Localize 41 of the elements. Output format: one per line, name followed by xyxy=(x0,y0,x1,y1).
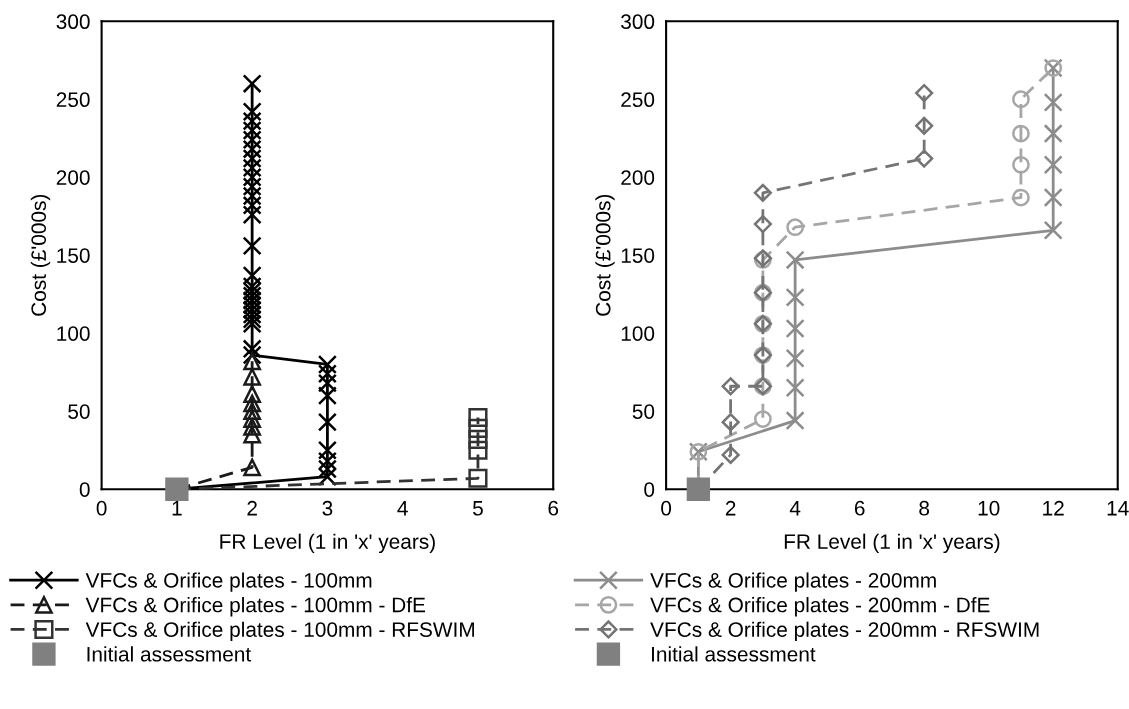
y-tick-label: 50 xyxy=(68,404,90,419)
y-axis-title: Cost (£'000s) xyxy=(30,194,51,316)
legend-label: VFCs & Orifice plates - 200mm - RFSWIM xyxy=(650,621,1039,642)
y-tick-label: 300 xyxy=(56,14,90,30)
y-tick-label: 150 xyxy=(57,248,90,263)
x-tick-label: 2 xyxy=(725,500,736,516)
x-tick-label: 1 xyxy=(172,501,182,516)
y-tick-label: 200 xyxy=(621,170,655,185)
legend-label: Initial assessment xyxy=(87,646,252,662)
y-tick-label: 50 xyxy=(632,404,655,419)
legend-label: VFCs & Orifice plates - 100mm - DfE xyxy=(85,597,426,617)
x-tick-label: 0 xyxy=(96,500,107,516)
legend-label: VFCs & Orifice plates - 100mm xyxy=(85,572,372,592)
y-tick-label: 150 xyxy=(621,248,655,263)
legend-label: Initial assessment xyxy=(652,646,816,662)
x-axis-title: FR Level (1 in 'x' years) xyxy=(220,533,435,554)
x-tick-label: 8 xyxy=(919,500,930,516)
x-tick-label: 6 xyxy=(548,500,559,516)
x-axis-title: FR Level (1 in 'x' years) xyxy=(784,533,1000,554)
y-tick-label: 300 xyxy=(621,14,655,30)
y-tick-label: 100 xyxy=(57,326,90,341)
y-tick-label: 0 xyxy=(79,482,90,497)
x-tick-label: 3 xyxy=(322,500,333,516)
y-tick-label: 200 xyxy=(56,170,90,185)
y-axis-title: Cost (£'000s) xyxy=(595,194,615,316)
legend-label: VFCs & Orifice plates - 100mm - RFSWIM xyxy=(85,621,474,642)
x-tick-label: 10 xyxy=(978,500,1000,516)
y-tick-label: 250 xyxy=(621,92,655,108)
x-tick-label: 5 xyxy=(472,501,483,516)
x-tick-label: 4 xyxy=(789,501,801,516)
x-tick-label: 14 xyxy=(1107,501,1129,516)
x-tick-label: 4 xyxy=(397,501,408,516)
legend-label: VFCs & Orifice plates - 200mm xyxy=(650,572,936,592)
x-tick-label: 6 xyxy=(854,500,865,516)
y-tick-label: 250 xyxy=(56,92,90,108)
x-tick-label: 12 xyxy=(1043,500,1064,516)
legend-label: VFCs & Orifice plates - 200mm - DfE xyxy=(650,597,990,617)
y-tick-label: 100 xyxy=(621,326,655,341)
x-tick-label: 0 xyxy=(661,500,672,516)
x-tick-label: 2 xyxy=(247,500,257,516)
y-tick-label: 0 xyxy=(644,482,655,497)
